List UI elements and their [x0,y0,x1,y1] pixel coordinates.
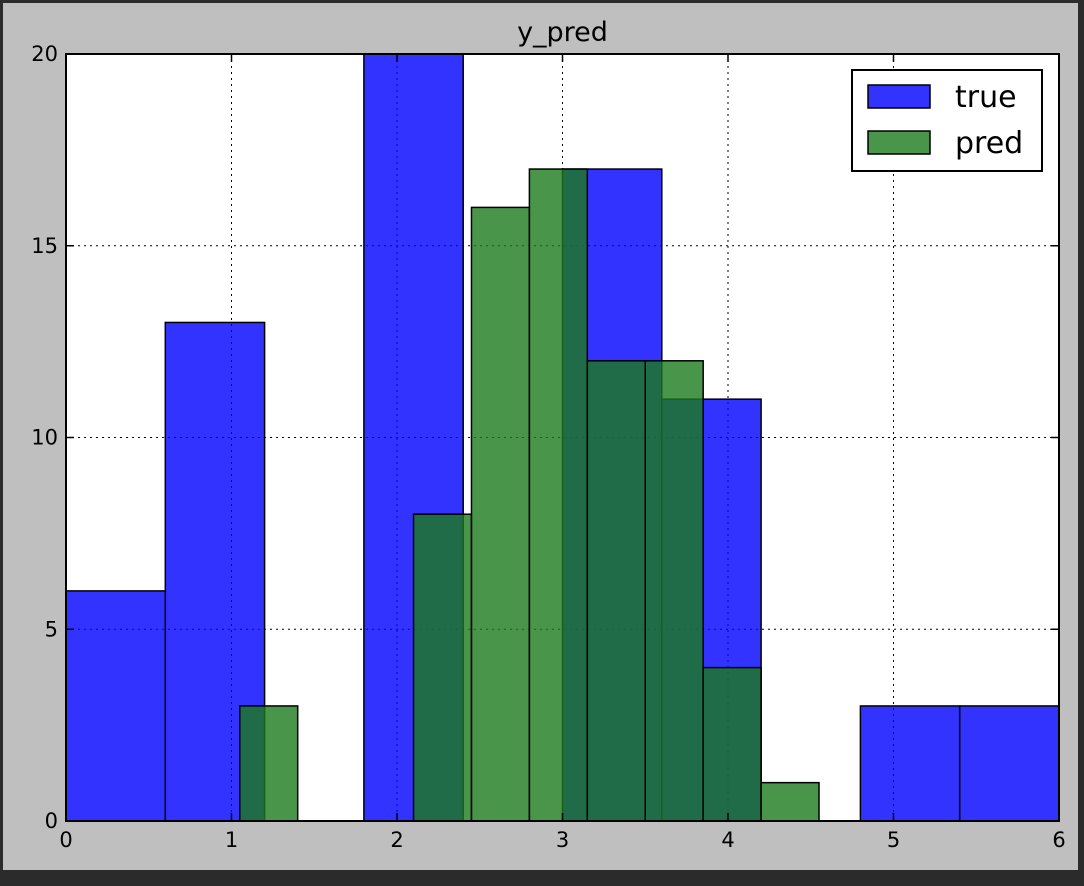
bar-pred [239,705,299,821]
y-tick-label: 20 [31,42,58,66]
y-tick-label: 0 [45,809,58,833]
legend: true pred [851,69,1043,172]
x-tick-label: 4 [721,828,734,852]
legend-swatch-pred [867,130,931,155]
x-tick-label: 2 [390,828,403,852]
bars-layer [66,54,1059,821]
bar-pred [528,168,589,821]
y-tick-label: 15 [31,234,58,258]
bar-pred [470,206,531,821]
histogram-svg: 0 1 2 3 4 5 6 0 5 10 15 20 y_pred true pred [31,17,1065,852]
ticks-layer: 0 1 2 3 4 5 6 0 5 10 15 20 [31,42,1065,852]
bar-pred [760,781,820,821]
bar-pred [702,666,762,821]
chart-figure: 0 1 2 3 4 5 6 0 5 10 15 20 y_pred true pred [3,3,1078,870]
bar-true [859,705,961,821]
y-tick-label: 10 [31,426,58,450]
bar-pred [586,360,647,821]
legend-label-true: true [955,80,1017,115]
x-tick-label: 6 [1052,828,1065,852]
x-tick-label: 0 [59,828,72,852]
x-tick-label: 3 [556,828,569,852]
y-tick-label: 5 [45,617,58,641]
x-tick-label: 1 [225,828,238,852]
x-tick-label: 5 [887,828,900,852]
legend-label-pred: pred [955,126,1023,161]
bar-pred [644,360,704,821]
chart-title: y_pred [517,17,608,48]
bar-true [958,705,1059,821]
bar-true [66,590,167,821]
bar-pred [412,513,473,821]
legend-swatch-true [867,84,931,109]
